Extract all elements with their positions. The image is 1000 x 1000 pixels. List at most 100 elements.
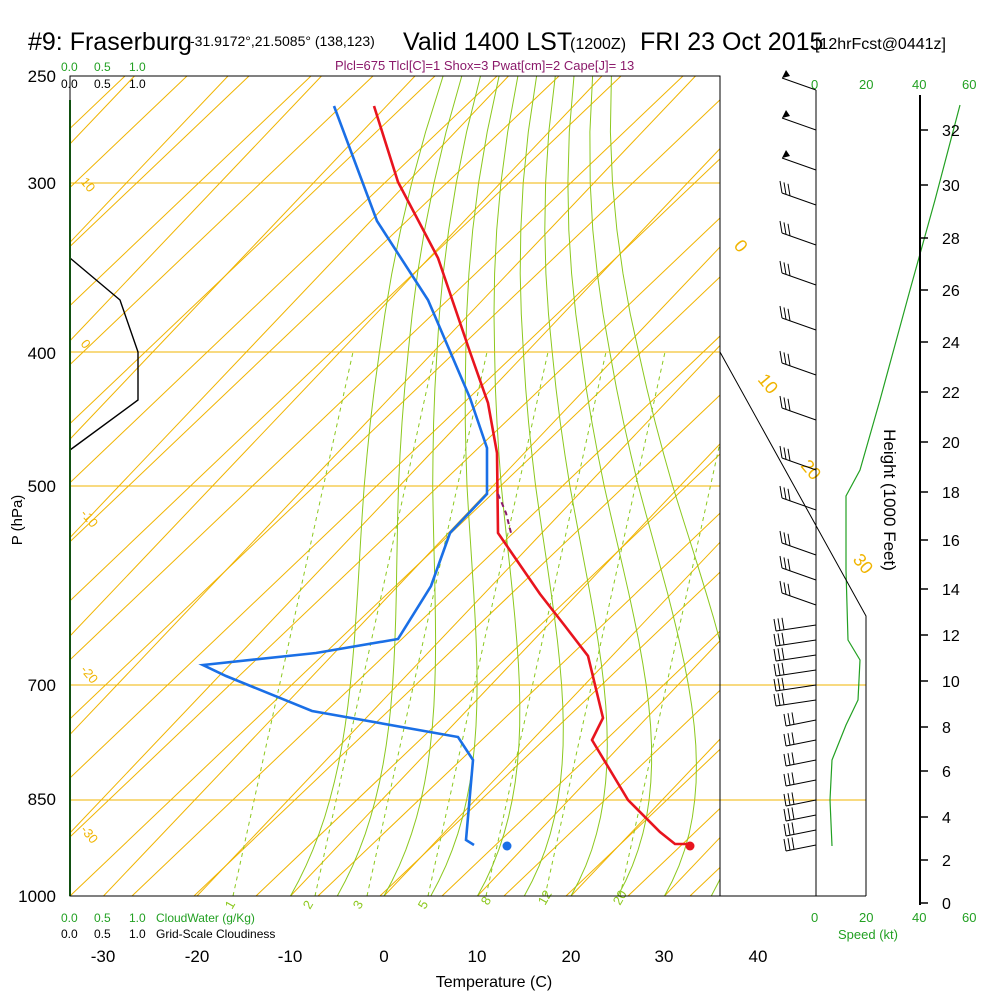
wind-barb-feather xyxy=(783,808,787,822)
wind-barb-feather xyxy=(779,395,783,409)
wind-barb xyxy=(779,530,817,556)
isotherm-line xyxy=(852,76,1000,896)
wind-barb-feather xyxy=(773,678,777,692)
wind-barb-feather xyxy=(787,448,791,461)
wind-barb-feather xyxy=(779,350,783,364)
height-tick-label: 8 xyxy=(942,720,951,737)
wind-barb-feather xyxy=(781,647,785,660)
moist-adiabat-line xyxy=(544,76,608,896)
bot-cl-tick-2: 1.0 xyxy=(129,927,146,941)
p-tick-400: 400 xyxy=(28,344,56,363)
stability-indices: Plcl=675 Tlcl[C]=1 Shox=3 Pwat[cm]=2 Cap… xyxy=(335,58,634,73)
dry-adiabat-line xyxy=(70,76,374,366)
wind-barb-feather xyxy=(777,678,781,691)
dry-adiabat-line xyxy=(70,76,250,248)
wind-barb-feather xyxy=(781,662,785,675)
dry-adiabat-line xyxy=(317,512,720,896)
wind-barb-feather xyxy=(791,712,795,725)
wind-barb-staff xyxy=(781,592,817,606)
wind-barb xyxy=(773,677,817,692)
dry-adiabat-line xyxy=(752,76,1000,896)
mixing-ratio-label: 5 xyxy=(415,898,432,912)
wind-barb xyxy=(779,305,817,331)
wind-barb xyxy=(779,350,817,376)
wind-barb-feather xyxy=(783,182,787,195)
mixing-ratio-line xyxy=(232,351,354,896)
wind-barb xyxy=(781,150,817,171)
wind-barb xyxy=(779,395,817,421)
height-axis-title: Height (1000 Feet) xyxy=(880,429,899,571)
top-cw-tick-2: 1.0 xyxy=(129,60,146,74)
height-tick-label: 32 xyxy=(942,123,960,140)
wind-barb-staff xyxy=(785,779,817,787)
wind-barb xyxy=(781,70,817,91)
wind-barb-feather xyxy=(787,263,791,276)
wind-barb-staff xyxy=(781,457,817,471)
t-tick-m10: -10 xyxy=(278,947,303,966)
mixing-ratio-label: 20 xyxy=(610,887,630,907)
p-tick-850: 850 xyxy=(28,790,56,809)
moist-adiabat-line xyxy=(477,76,521,896)
zulu-time: (1200Z) xyxy=(570,36,626,53)
wind-barb-staff xyxy=(785,799,817,807)
wind-barb-feather xyxy=(787,353,791,366)
wind-barb-feather xyxy=(779,305,783,319)
t-tick-10: 10 xyxy=(468,947,487,966)
wind-barb xyxy=(773,632,817,647)
surface-temperature-point xyxy=(685,841,695,851)
wind-barb-feather xyxy=(787,183,791,196)
dry-adiabat-line xyxy=(814,76,1000,896)
wind-barb-feather xyxy=(791,772,795,785)
wind-barb-feather xyxy=(787,398,791,411)
height-tick-label: 6 xyxy=(942,764,951,781)
bot-cl-tick-0: 0.0 xyxy=(61,927,78,941)
isotherm-label: 0 xyxy=(730,236,752,257)
mixing-ratio-line xyxy=(314,351,436,896)
wind-barb-feather xyxy=(787,808,791,821)
bottom-speed-scale: 0 20 40 60 Speed (kt) xyxy=(811,910,976,942)
dry-adiabat-line xyxy=(70,76,498,484)
bot-speed-tick-2: 40 xyxy=(912,910,926,925)
mixing-ratio-label: 12 xyxy=(535,887,555,907)
p-tick-500: 500 xyxy=(28,477,56,496)
isotherm-label: 20 xyxy=(797,456,825,484)
dry-adiabat-line xyxy=(503,689,720,896)
wind-barb-staff xyxy=(775,669,817,677)
wind-barb xyxy=(783,792,817,807)
wind-barb-feather xyxy=(779,180,783,194)
plot-frame xyxy=(69,75,721,897)
wind-barb-feather xyxy=(773,648,777,662)
wind-barb-flag xyxy=(782,70,790,78)
wind-barb-feather xyxy=(777,663,781,676)
wind-barb xyxy=(779,180,817,206)
wind-barb xyxy=(783,822,817,837)
wind-barb-staff xyxy=(785,759,817,767)
forecast-date: FRI 23 Oct 2015 xyxy=(640,28,823,56)
bot-cl-tick-1: 0.5 xyxy=(94,927,111,941)
x-axis-title: Temperature (C) xyxy=(436,974,552,991)
moist-adiabat-line xyxy=(336,76,463,896)
wind-barb-feather xyxy=(783,733,787,747)
wind-barb-feather xyxy=(787,713,791,726)
wind-barb-feather xyxy=(781,692,785,705)
wind-barb-feather xyxy=(787,823,791,836)
wind-barb-feather xyxy=(783,262,787,275)
wind-barb-feather xyxy=(787,488,791,501)
mixing-ratio-line xyxy=(366,351,488,896)
wind-barb-feather xyxy=(787,793,791,806)
t-tick-0: 0 xyxy=(379,947,388,966)
temperature-axis: -30 -20 -10 0 10 20 30 40 xyxy=(91,947,768,966)
isotherm-label: -10 xyxy=(78,506,102,530)
dry-adiabat-line xyxy=(441,630,720,896)
temperature-profile xyxy=(372,105,693,846)
y-axis-title: P (hPa) xyxy=(9,495,26,546)
dry-adiabat-line xyxy=(379,571,720,896)
top-cl-tick-1: 0.5 xyxy=(94,77,111,91)
wind-barb-feather xyxy=(791,752,795,765)
height-tick-label: 4 xyxy=(942,810,951,827)
isotherm-label: 10 xyxy=(754,370,782,398)
bot-speed-tick-0: 0 xyxy=(811,910,818,925)
